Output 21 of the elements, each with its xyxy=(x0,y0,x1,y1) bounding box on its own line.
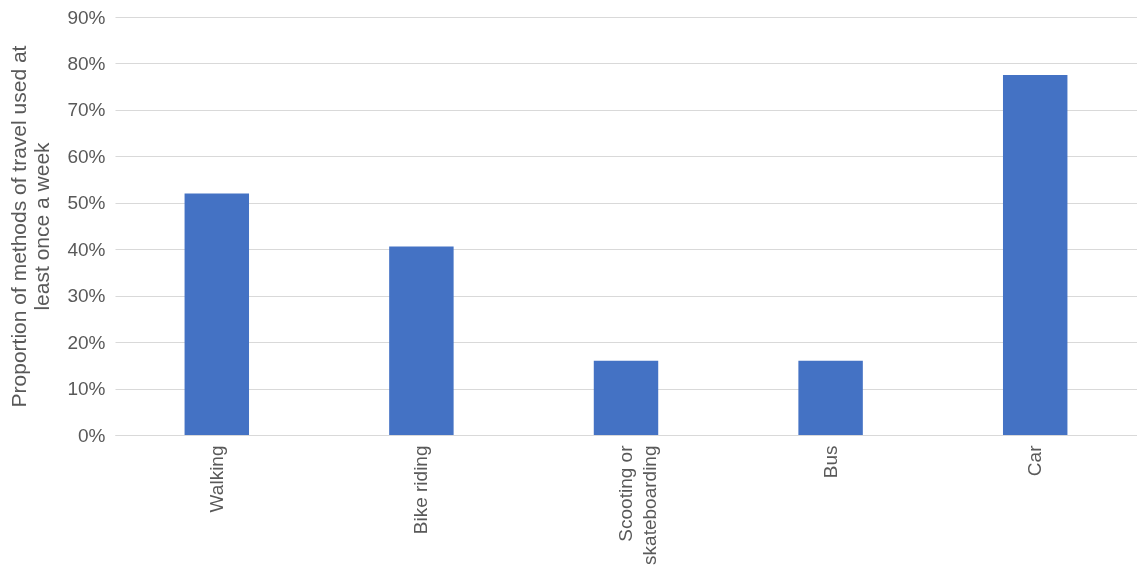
y-tick-label: 0% xyxy=(78,424,106,446)
y-tick-label: 30% xyxy=(67,285,106,307)
y-tick-label: 80% xyxy=(67,52,106,74)
bar xyxy=(798,360,863,435)
bar xyxy=(1002,75,1068,435)
y-tick-label: 70% xyxy=(67,99,106,121)
x-tick-label: Walking xyxy=(205,445,227,513)
x-tick-label: Scooting or skateboarding xyxy=(615,444,660,565)
y-tick-label: 40% xyxy=(67,238,106,260)
y-tick-label: 10% xyxy=(67,378,106,400)
bar xyxy=(593,360,659,435)
bar xyxy=(184,193,250,435)
bar xyxy=(389,246,454,435)
y-tick-label: 90% xyxy=(67,6,106,28)
x-tick-label: Bus xyxy=(819,445,841,479)
x-tick-label: Bike riding xyxy=(410,445,432,535)
y-axis-title: Proportion of methods of travel used at least once a week xyxy=(7,45,54,408)
y-tick-label: 20% xyxy=(67,331,106,353)
x-tick-label: Car xyxy=(1024,444,1046,477)
y-tick-label: 60% xyxy=(67,145,106,167)
y-tick-label: 50% xyxy=(67,192,106,214)
